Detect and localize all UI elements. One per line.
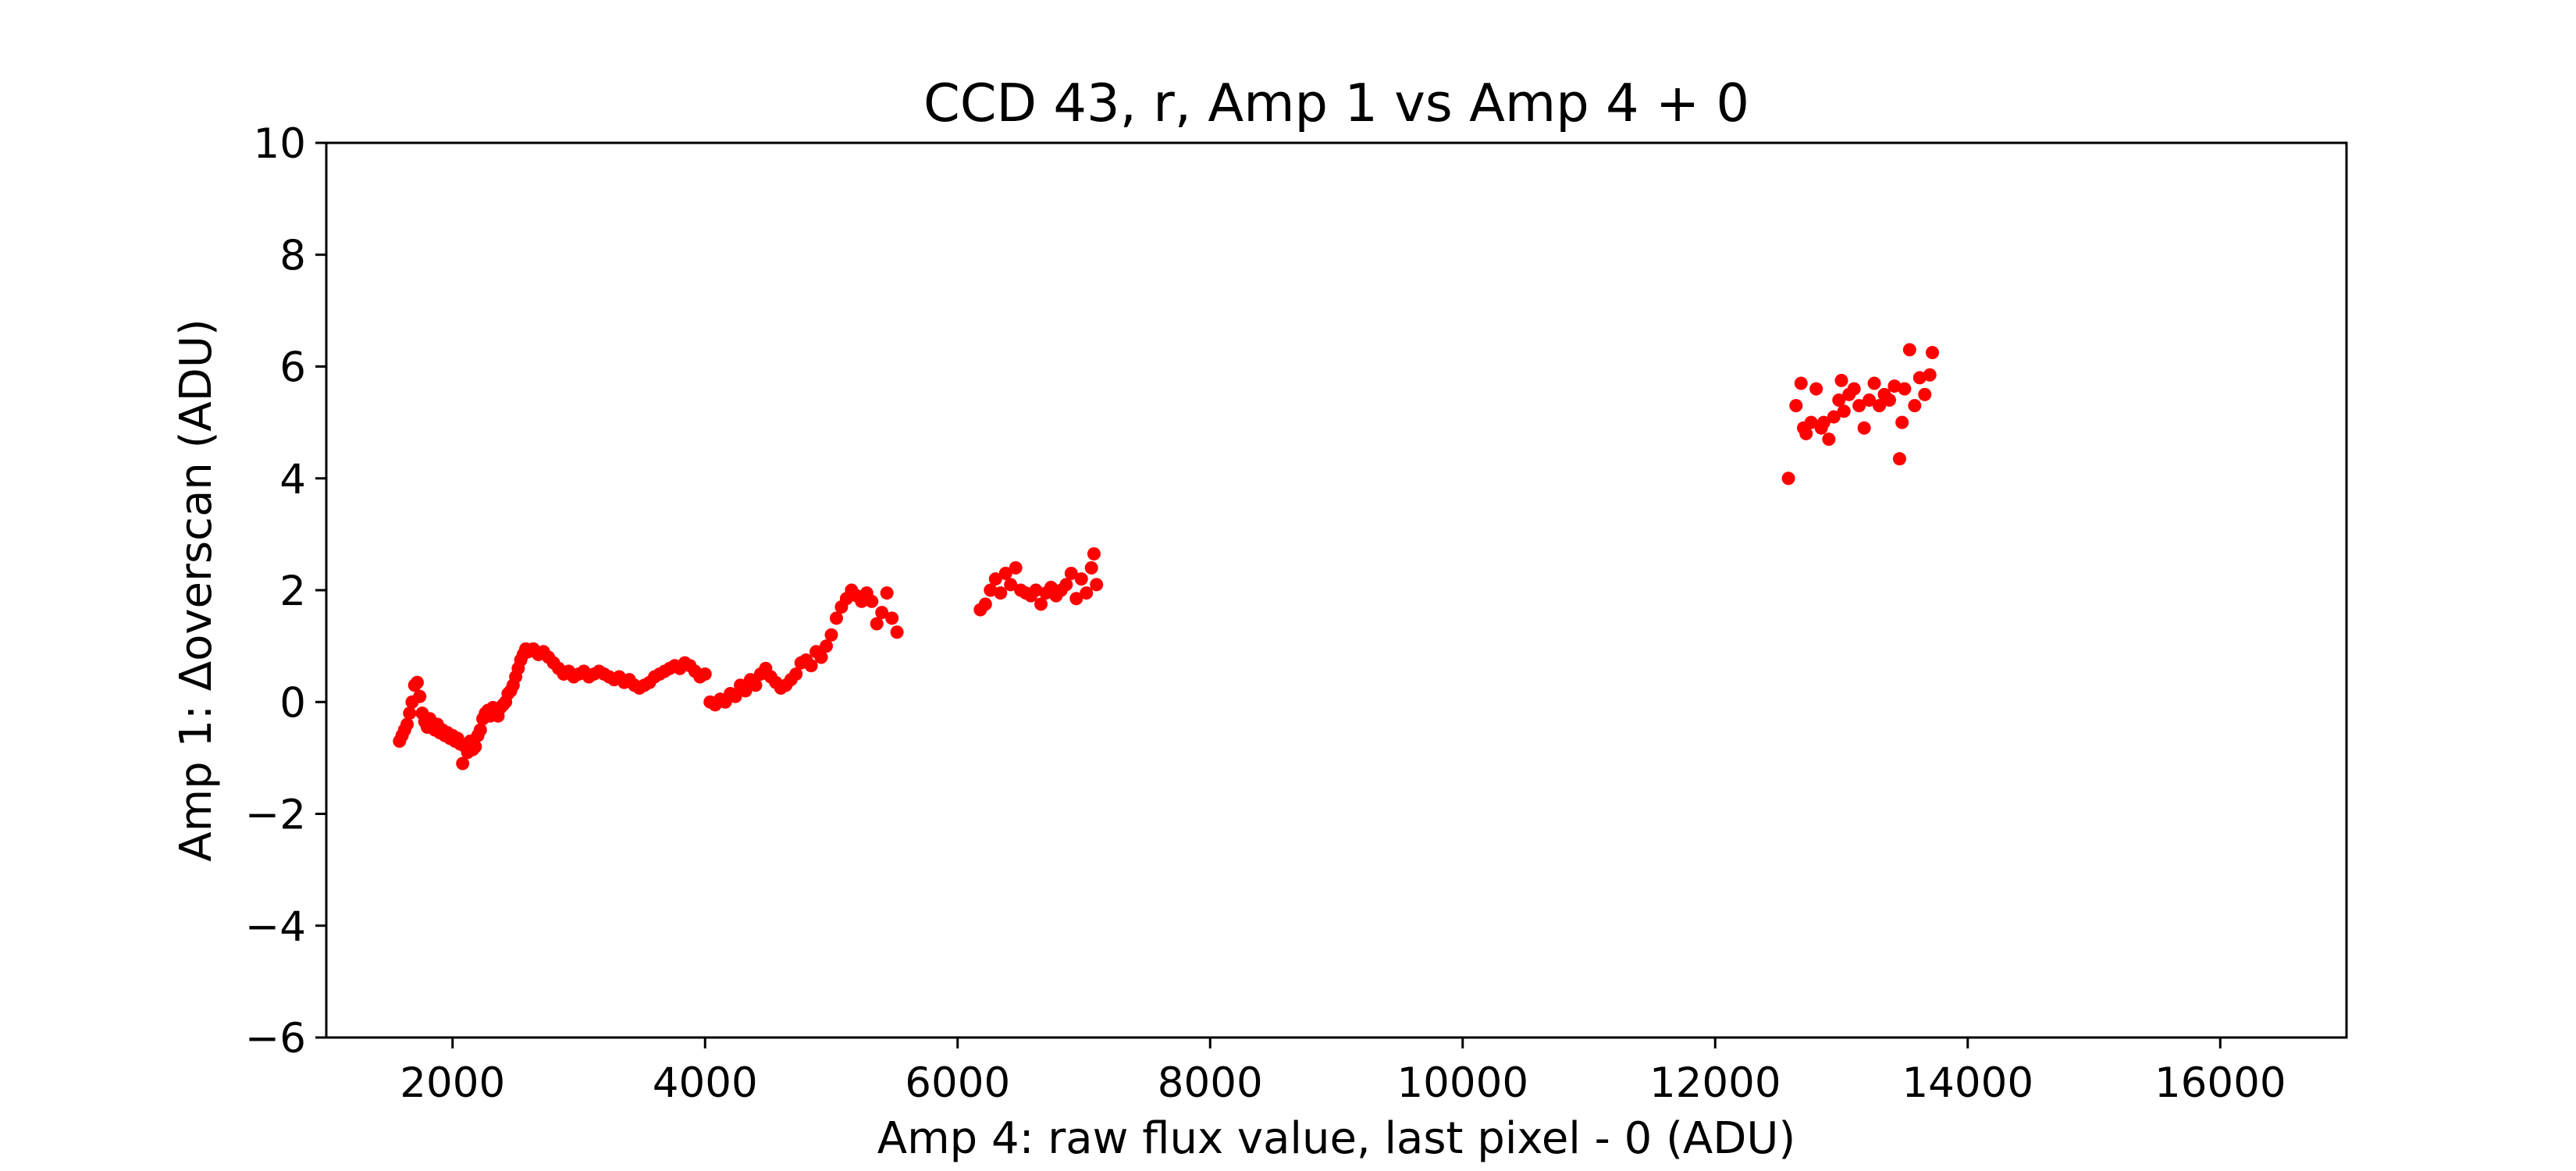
data-point [875,606,889,620]
data-point [1059,578,1073,592]
data-point [1923,368,1937,382]
data-point [984,583,998,597]
chart-title: CCD 43, r, Amp 1 vs Amp 4 + 0 [923,73,1749,133]
data-point [885,611,899,625]
data-point [1902,343,1916,357]
y-tick-label: −6 [245,1015,306,1062]
x-tick-label: 14000 [1902,1059,2033,1107]
data-point [1074,572,1088,586]
data-point [1852,399,1866,413]
data-point [870,617,884,631]
data-point [1863,393,1877,407]
data-point [1895,415,1909,429]
x-tick-label: 2000 [400,1059,505,1107]
x-axis: 2000 4000 6000 8000 10000 12000 14000 16000 [400,1038,2286,1107]
data-point [1069,592,1083,606]
x-tick-label: 12000 [1649,1059,1781,1107]
y-tick-label: 4 [279,456,306,504]
y-axis: −6 −4 −2 0 2 4 6 8 10 [245,120,326,1062]
y-tick-label: 0 [279,679,306,727]
data-point [998,567,1012,581]
x-tick-label: 4000 [653,1059,758,1107]
data-point [1080,586,1094,600]
data-point [1834,373,1848,387]
data-point [1857,421,1871,435]
data-point [1009,561,1023,575]
data-point [1029,583,1043,597]
data-point [1847,382,1861,396]
data-point [728,689,742,703]
y-tick-label: −2 [245,792,306,839]
data-point [413,689,427,703]
x-tick-label: 10000 [1397,1059,1528,1107]
data-point [820,639,834,653]
y-tick-label: 8 [279,232,306,279]
data-point [1090,578,1104,592]
data-point [829,611,843,625]
data-point [1034,597,1048,611]
plot-area [325,141,2348,1039]
data-point [1837,404,1851,418]
data-point [468,740,482,754]
data-point [698,667,712,681]
data-point [738,684,753,698]
data-point [1827,410,1841,424]
data-point [978,597,992,611]
x-tick-label: 6000 [905,1059,1010,1107]
data-point [1925,346,1939,360]
data-point [988,572,1002,586]
data-point [410,675,424,689]
data-point [403,707,417,721]
data-point [1804,415,1818,429]
x-tick-label: 8000 [1158,1059,1263,1107]
data-point [1087,546,1101,561]
data-point [1867,376,1881,390]
data-point [1004,578,1018,592]
data-point [749,678,763,692]
data-point [1809,382,1823,396]
data-point [1794,376,1808,390]
data-point [456,756,470,771]
data-point [1799,426,1813,440]
data-point [1892,452,1906,466]
scatter-series [393,343,1939,771]
data-point [1822,432,1836,447]
x-axis-label: Amp 4: raw flux value, last pixel - 0 (A… [877,1113,1795,1164]
plot-frame [325,141,2348,1039]
data-point [880,586,894,600]
data-point [473,723,487,737]
data-point [824,628,838,642]
data-point [1816,415,1831,429]
data-point [789,667,803,681]
data-point [1084,561,1098,575]
data-point [1912,371,1927,385]
y-tick-label: 6 [279,344,306,392]
data-point [890,625,904,639]
data-point [1898,382,1912,396]
y-axis-label: Amp 1: Δoverscan (ADU) [171,319,222,861]
data-point [1064,567,1078,581]
data-point [865,594,879,608]
data-point [804,659,818,673]
y-tick-label: 10 [254,120,306,168]
data-point [1888,379,1902,393]
data-point [1882,393,1896,407]
data-point [814,650,828,664]
data-point [1832,393,1846,407]
data-point [1781,472,1795,486]
data-point [1918,387,1932,401]
data-point [994,586,1008,600]
y-tick-label: −4 [245,903,306,951]
data-point [1908,399,1922,413]
data-point [1873,399,1887,413]
data-point [1789,399,1803,413]
x-tick-label: 16000 [2154,1059,2286,1107]
y-tick-label: 2 [279,568,306,615]
data-point [400,717,415,731]
